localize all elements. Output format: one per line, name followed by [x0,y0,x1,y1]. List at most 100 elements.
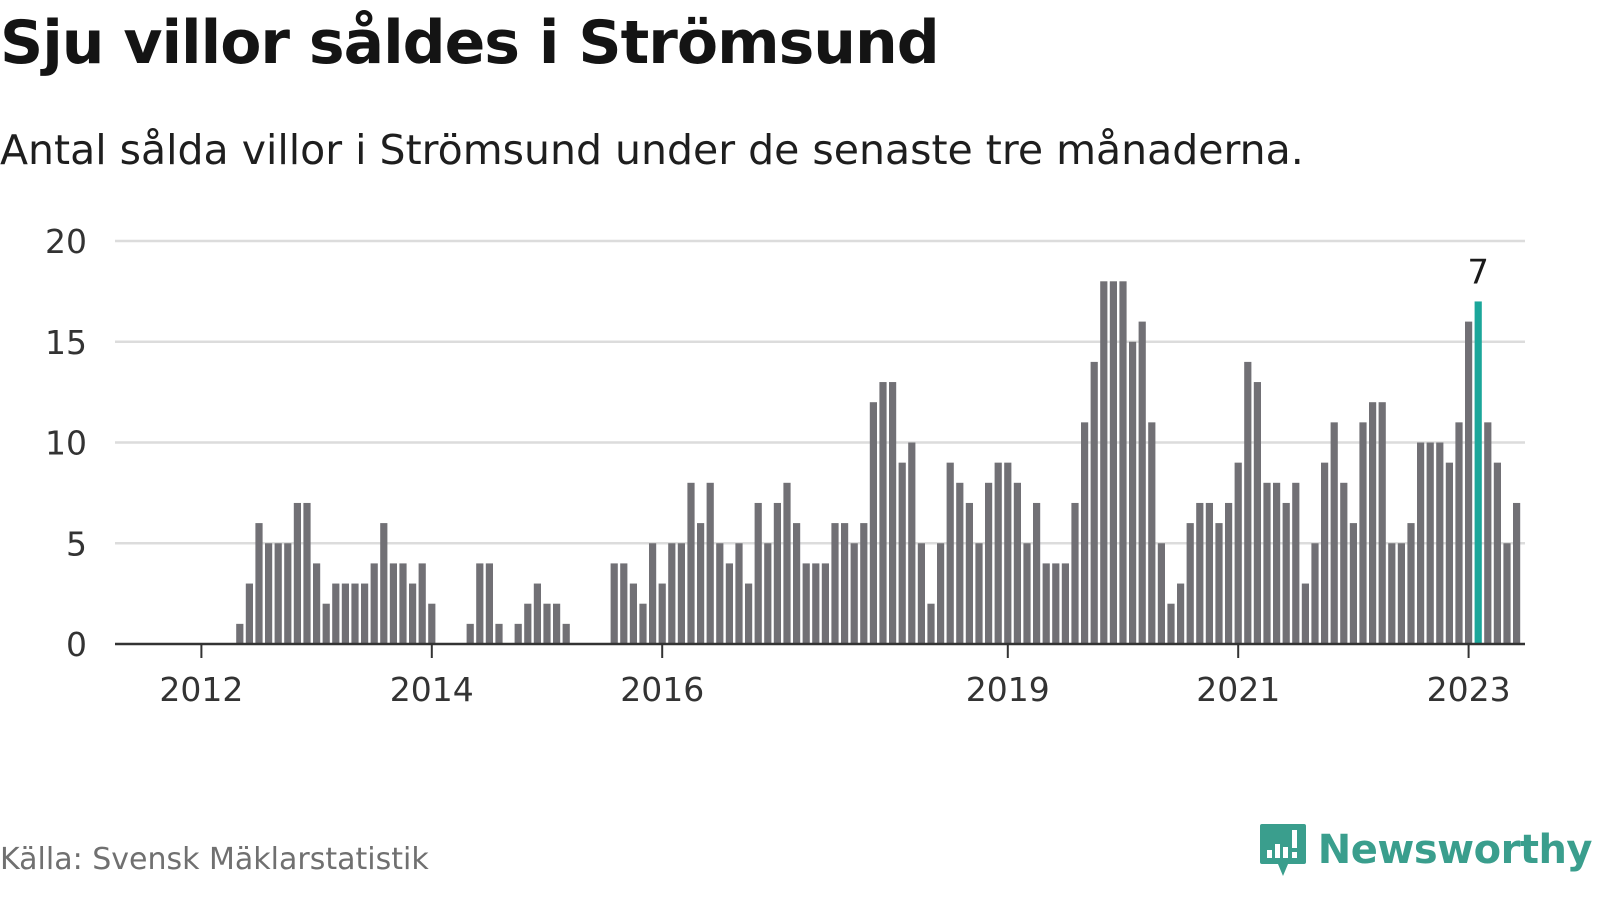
bar [1282,502,1290,644]
bar [1234,462,1242,644]
bar [879,382,887,644]
bar [313,563,321,644]
bar [889,382,897,644]
bar [1081,422,1089,644]
bar [802,563,810,644]
bar [764,543,772,644]
y-tick-label: 0 [66,625,87,664]
bar [975,543,983,644]
y-tick-label: 20 [45,222,87,261]
bar [649,543,657,644]
bar [1157,543,1165,644]
bar [1388,543,1396,644]
x-tick-label: 2016 [620,670,704,709]
bar [1369,402,1377,644]
axes: 0 5 10 15 20 2012 2014 2016 2019 2021 2023 7 [45,222,1525,709]
chart-title: Sju villor såldes i Strömsund [0,8,940,78]
bar [1004,462,1012,644]
bar [1397,543,1405,644]
bar [370,563,378,644]
bar [629,583,637,644]
bar [1484,422,1492,644]
brand-name: Newsworthy [1317,827,1593,873]
bar [351,583,359,644]
bar [1215,523,1223,644]
bar [668,543,676,644]
bar [485,563,493,644]
bar [303,502,311,644]
source-note: Källa: Svensk Mäklarstatistik [0,842,429,877]
bar [1465,321,1473,644]
x-tick-label: 2023 [1427,670,1511,709]
bar [1426,442,1434,644]
bar [1349,523,1357,644]
chart-subtitle: Antal sålda villor i Strömsund under de … [0,126,1304,174]
bar [332,583,340,644]
bar [1013,482,1021,644]
bar [745,583,753,644]
bar [956,482,964,644]
bar [1042,563,1050,644]
bar [1321,462,1329,644]
bar [773,502,781,644]
bar [687,482,695,644]
bar-chart: 0 5 10 15 20 2012 2014 2016 2019 2021 2023 7 [45,222,1525,709]
bar [1109,281,1117,644]
bar [1436,442,1444,644]
bar [898,462,906,644]
bar [697,523,705,644]
bar [255,523,263,644]
bar [236,623,244,644]
bar [754,502,762,644]
bar [1186,523,1194,644]
bar [1138,321,1146,644]
bar [917,543,925,644]
bar [706,482,714,644]
bar [1493,462,1501,644]
bar [985,482,993,644]
bar [1167,603,1175,644]
x-tick-label: 2012 [159,670,243,709]
bar [1253,382,1261,644]
bar [860,523,868,644]
bar [399,563,407,644]
bar [725,563,733,644]
bar [1033,502,1041,644]
bar [831,523,839,644]
bar [841,523,849,644]
bar [389,563,397,644]
newsworthy-logo: Newsworthy [1258,820,1593,880]
bar [994,462,1002,644]
bar [284,543,292,644]
bar [1273,482,1281,644]
bar [543,603,551,644]
bar [1225,502,1233,644]
bar [1100,281,1108,644]
bar [821,563,829,644]
y-tick-label: 5 [66,524,87,563]
highlight-value-label: 7 [1467,252,1489,292]
bar [524,603,532,644]
bars [236,281,1521,644]
bar [908,442,916,644]
bar [812,563,820,644]
bar [793,523,801,644]
bar [869,402,877,644]
bar [1311,543,1319,644]
x-tick-label: 2021 [1196,670,1280,709]
bar [1513,502,1521,644]
bar [1090,361,1098,644]
bar [495,623,503,644]
bar [1417,442,1425,644]
bar [1340,482,1348,644]
bar [1052,563,1060,644]
bar [1292,482,1300,644]
bar [274,543,282,644]
bar [783,482,791,644]
bar [265,543,273,644]
bar [965,502,973,644]
y-tick-label: 10 [45,424,87,463]
bar [245,583,253,644]
bar [428,603,436,644]
bar [639,603,647,644]
